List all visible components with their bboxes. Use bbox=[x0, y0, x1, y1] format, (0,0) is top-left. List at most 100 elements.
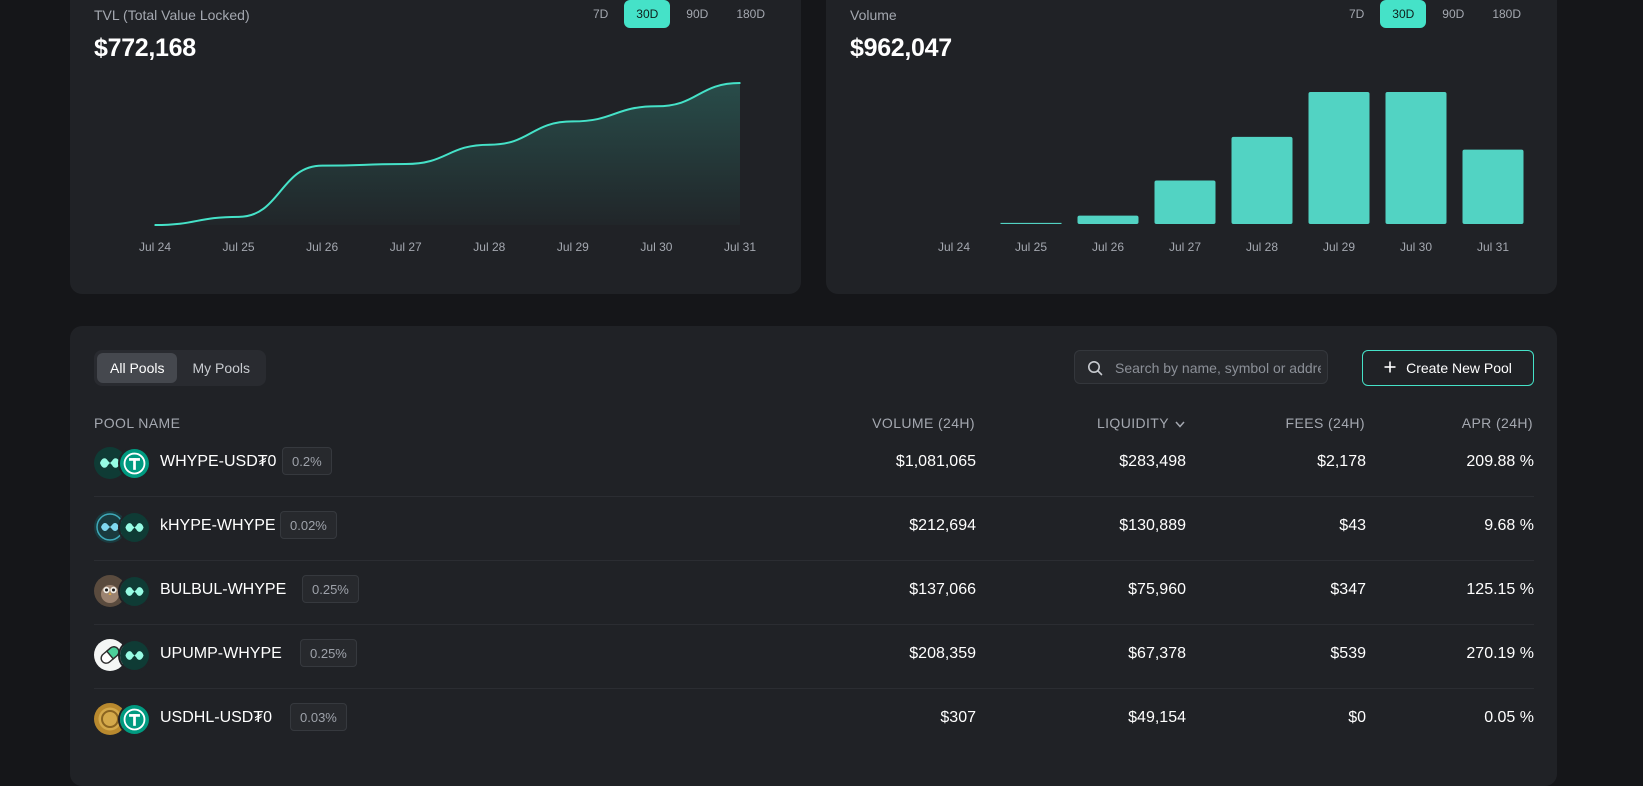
col-apr[interactable]: APR (24H) bbox=[1461, 415, 1533, 431]
fee-tier-badge: 0.2% bbox=[282, 447, 332, 475]
volume-range-180d[interactable]: 180D bbox=[1492, 7, 1521, 21]
table-row[interactable]: kHYPE-WHYPE 0.02% $212,694 $130,889 $43 … bbox=[94, 495, 1534, 561]
fees-cell: $43 bbox=[1339, 517, 1366, 534]
tvl-point bbox=[572, 120, 574, 123]
fees-cell: $539 bbox=[1330, 645, 1366, 662]
tvl-x-tick-label: Jul 27 bbox=[390, 240, 422, 254]
tvl-title: TVL (Total Value Locked) bbox=[94, 7, 250, 23]
volume-range-tabs: 7D 30D 90D 180D bbox=[1337, 0, 1533, 28]
pool-name[interactable]: USDHL-USD₮0 bbox=[160, 709, 273, 726]
volume-x-tick-label: Jul 29 bbox=[1323, 240, 1355, 254]
table-row[interactable]: WHYPE-USD₮0 0.2% $1,081,065 $283,498 $2,… bbox=[94, 431, 1534, 497]
chevron-down-icon bbox=[1175, 415, 1185, 431]
pool-filter-tabs: All Pools My Pools bbox=[94, 350, 267, 386]
pool-name[interactable]: WHYPE-USD₮0 bbox=[160, 453, 277, 470]
apr-cell: 9.68 % bbox=[1484, 517, 1534, 534]
tvl-card: TVL (Total Value Locked) $772,168 7D 30D… bbox=[70, 0, 801, 294]
volume-bar[interactable] bbox=[1154, 180, 1216, 224]
volume-value: $962,047 bbox=[850, 34, 952, 62]
volume-cell: $137,066 bbox=[909, 581, 976, 598]
tvl-value: $772,168 bbox=[94, 34, 196, 62]
table-row[interactable]: USDHL-USD₮0 0.03% $307 $49,154 $0 0.05 % bbox=[94, 687, 1534, 752]
volume-range-7d[interactable]: 7D bbox=[1348, 7, 1365, 21]
tvl-x-tick-label: Jul 31 bbox=[724, 240, 756, 254]
volume-cell: $208,359 bbox=[909, 645, 976, 662]
volume-chart: Jul 24 Jul 25 Jul 26 Jul 27 Jul 28 Jul 29 Jul … bbox=[938, 92, 1524, 254]
usdt0-icon bbox=[118, 702, 151, 736]
volume-card: Volume $962,047 7D 30D 90D 180D Jul 24 Ju… bbox=[826, 0, 1557, 294]
tvl-chart: Jul 24 Jul 25 Jul 26 Jul 27 Jul 28 Jul 29 Jul … bbox=[139, 82, 756, 254]
fee-tier-badge: 0.03% bbox=[290, 703, 347, 731]
tvl-x-tick-label: Jul 28 bbox=[473, 240, 505, 254]
volume-x-tick-label: Jul 26 bbox=[1092, 240, 1124, 254]
apr-cell: 125.15 % bbox=[1466, 581, 1534, 598]
liquidity-cell: $130,889 bbox=[1119, 517, 1186, 534]
fee-tier-badge: 0.02% bbox=[280, 511, 337, 539]
pool-name[interactable]: UPUMP-WHYPE bbox=[160, 645, 282, 662]
volume-bar[interactable] bbox=[1231, 136, 1293, 224]
volume-bar[interactable] bbox=[1462, 149, 1524, 224]
volume-x-tick-label: Jul 25 bbox=[1015, 240, 1047, 254]
fees-cell: $0 bbox=[1348, 709, 1366, 726]
search-input[interactable] bbox=[1113, 351, 1323, 385]
tvl-point bbox=[237, 216, 240, 218]
token-pair-icons bbox=[94, 574, 156, 608]
pool-name[interactable]: kHYPE-WHYPE bbox=[160, 517, 276, 534]
fees-cell: $347 bbox=[1330, 581, 1366, 598]
apr-cell: 270.19 % bbox=[1466, 645, 1534, 662]
tvl-x-tick-label: Jul 30 bbox=[640, 240, 672, 254]
volume-range-30d[interactable]: 30D bbox=[1380, 0, 1427, 28]
liquidity-cell: $283,498 bbox=[1119, 453, 1186, 470]
search-icon bbox=[1087, 360, 1103, 381]
table-row[interactable]: BULBUL-WHYPE 0.25% $137,066 $75,960 $347… bbox=[94, 559, 1534, 625]
col-fees[interactable]: FEES (24H) bbox=[1285, 415, 1365, 431]
hype-icon bbox=[118, 638, 151, 672]
tvl-point bbox=[321, 164, 323, 167]
table-row[interactable]: UPUMP-WHYPE 0.25% $208,359 $67,378 $539 … bbox=[94, 623, 1534, 689]
token-pair-icons bbox=[94, 702, 156, 736]
hype-icon bbox=[94, 447, 126, 479]
token-pair-icons bbox=[94, 510, 156, 544]
tab-my-pools[interactable]: My Pools bbox=[192, 360, 251, 376]
tvl-x-tick-label: Jul 24 bbox=[139, 240, 171, 254]
token-pair-icons bbox=[94, 638, 156, 672]
tvl-point bbox=[404, 163, 407, 165]
tvl-point bbox=[488, 143, 491, 146]
tvl-range-180d[interactable]: 180D bbox=[736, 7, 765, 21]
volume-x-tick-label: Jul 24 bbox=[938, 240, 970, 254]
volume-x-tick-label: Jul 28 bbox=[1246, 240, 1278, 254]
tab-all-pools[interactable]: All Pools bbox=[97, 353, 178, 383]
volume-bar[interactable] bbox=[1077, 215, 1139, 224]
volume-range-90d[interactable]: 90D bbox=[1442, 7, 1465, 21]
liquidity-cell: $67,378 bbox=[1128, 645, 1186, 662]
usdt0-icon bbox=[118, 446, 151, 480]
volume-title: Volume bbox=[850, 7, 897, 23]
create-new-pool-label: Create New Pool bbox=[1406, 360, 1512, 376]
pools-card: All Pools My Pools Create New Pool POOL … bbox=[70, 326, 1557, 786]
col-volume[interactable]: VOLUME (24H) bbox=[872, 415, 975, 431]
create-new-pool-button[interactable]: Create New Pool bbox=[1362, 350, 1534, 386]
tvl-area bbox=[155, 83, 740, 225]
liquidity-cell: $75,960 bbox=[1128, 581, 1186, 598]
plus-icon bbox=[1384, 360, 1396, 376]
tvl-x-tick-label: Jul 29 bbox=[557, 240, 589, 254]
tvl-range-7d[interactable]: 7D bbox=[592, 7, 609, 21]
col-liquidity: LIQUIDITY bbox=[1096, 415, 1169, 431]
col-liquidity-sort[interactable]: LIQUIDITY bbox=[1097, 415, 1185, 431]
volume-cell: $212,694 bbox=[909, 517, 976, 534]
volume-bar[interactable] bbox=[1308, 92, 1370, 224]
volume-x-tick-label: Jul 27 bbox=[1169, 240, 1201, 254]
col-pool-name[interactable]: POOL NAME bbox=[94, 415, 181, 431]
volume-bar[interactable] bbox=[1385, 92, 1447, 224]
tvl-range-30d[interactable]: 30D bbox=[624, 0, 671, 28]
tvl-range-90d[interactable]: 90D bbox=[686, 7, 709, 21]
volume-x-tick-label: Jul 31 bbox=[1477, 240, 1509, 254]
upump-icon bbox=[94, 639, 126, 671]
pool-search bbox=[1074, 350, 1328, 385]
liquidity-cell: $49,154 bbox=[1128, 709, 1186, 726]
tvl-x-tick-label: Jul 25 bbox=[223, 240, 255, 254]
tvl-point bbox=[655, 105, 658, 108]
pool-name[interactable]: BULBUL-WHYPE bbox=[160, 581, 287, 598]
volume-bar[interactable] bbox=[1000, 222, 1062, 224]
token-pair-icons bbox=[94, 446, 156, 480]
